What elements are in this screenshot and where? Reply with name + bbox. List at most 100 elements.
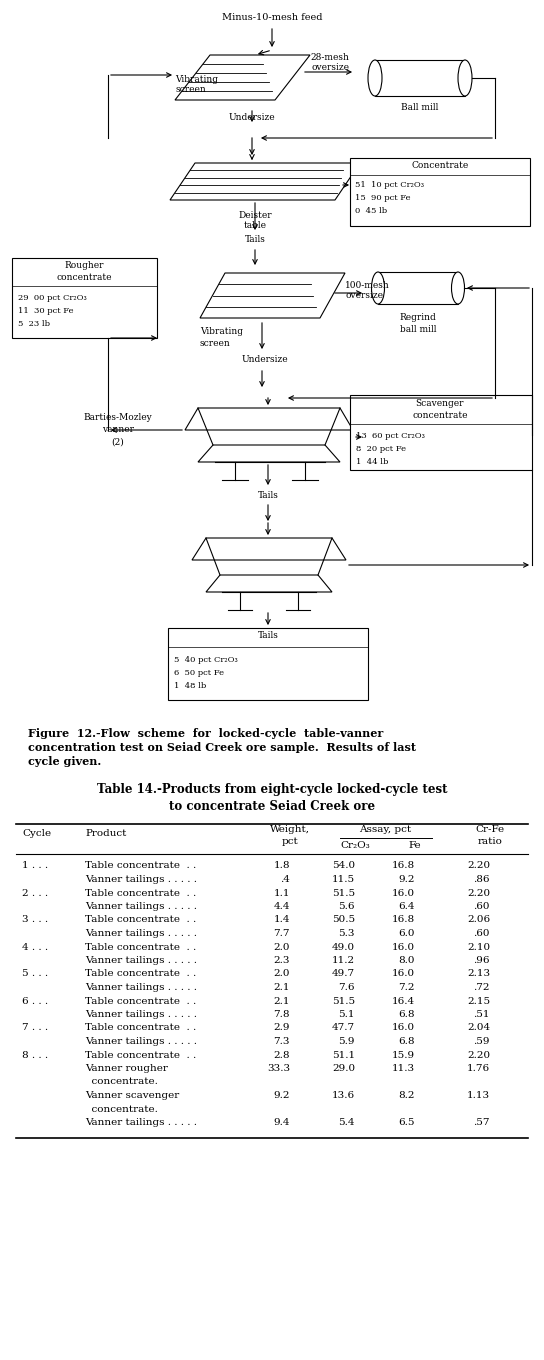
Text: Vanner tailings . . . . .: Vanner tailings . . . . . xyxy=(85,1118,197,1127)
Text: Assay, pct: Assay, pct xyxy=(359,826,411,835)
Text: 16.0: 16.0 xyxy=(392,1024,415,1032)
Text: Scavenger: Scavenger xyxy=(416,398,464,408)
Text: 54.0: 54.0 xyxy=(332,861,355,870)
Text: 2.0: 2.0 xyxy=(274,942,290,952)
Ellipse shape xyxy=(452,272,465,305)
Text: ratio: ratio xyxy=(478,838,503,846)
Text: 15  90 pct Fe: 15 90 pct Fe xyxy=(355,194,411,203)
Text: concentrate: concentrate xyxy=(412,411,468,419)
Text: 47.7: 47.7 xyxy=(332,1024,355,1032)
Text: 16.0: 16.0 xyxy=(392,970,415,978)
Text: concentration test on Seiad Creek ore sample.  Results of last: concentration test on Seiad Creek ore sa… xyxy=(28,743,416,753)
Text: concentrate: concentrate xyxy=(56,272,112,282)
Text: .60: .60 xyxy=(473,902,490,911)
Text: 13  60 pct Cr₂O₃: 13 60 pct Cr₂O₃ xyxy=(356,432,425,441)
Text: 5.6: 5.6 xyxy=(338,902,355,911)
Text: Vanner tailings . . . . .: Vanner tailings . . . . . xyxy=(85,1010,197,1019)
Text: 1.8: 1.8 xyxy=(274,861,290,870)
Text: 2.1: 2.1 xyxy=(274,983,290,991)
Text: 5.3: 5.3 xyxy=(338,929,355,938)
Text: 11.5: 11.5 xyxy=(332,874,355,884)
Text: 9.2: 9.2 xyxy=(399,874,415,884)
Text: 13.6: 13.6 xyxy=(332,1091,355,1100)
Text: screen: screen xyxy=(175,86,206,94)
Text: 7.2: 7.2 xyxy=(399,983,415,991)
Text: .4: .4 xyxy=(280,874,290,884)
Text: 2.0: 2.0 xyxy=(274,970,290,978)
Text: 9.2: 9.2 xyxy=(274,1091,290,1100)
Text: 8.2: 8.2 xyxy=(399,1091,415,1100)
Text: Table concentrate  . .: Table concentrate . . xyxy=(85,1050,196,1059)
Text: Barties-Mozley: Barties-Mozley xyxy=(84,413,152,423)
Text: oversize: oversize xyxy=(311,64,349,72)
Text: screen: screen xyxy=(200,339,231,348)
Text: 49.0: 49.0 xyxy=(332,942,355,952)
Text: 1.4: 1.4 xyxy=(274,915,290,925)
Text: oversize: oversize xyxy=(345,291,383,301)
Bar xyxy=(350,394,532,471)
Text: 2.04: 2.04 xyxy=(467,1024,490,1032)
Text: Tails: Tails xyxy=(257,491,279,499)
Text: Table concentrate  . .: Table concentrate . . xyxy=(85,861,196,870)
Text: 11.3: 11.3 xyxy=(392,1064,415,1073)
Text: 2.10: 2.10 xyxy=(467,942,490,952)
Text: .72: .72 xyxy=(473,983,490,991)
Text: 5 . . .: 5 . . . xyxy=(22,970,48,978)
Text: 49.7: 49.7 xyxy=(332,970,355,978)
Text: 6.8: 6.8 xyxy=(399,1010,415,1019)
Text: 4.4: 4.4 xyxy=(274,902,290,911)
Text: 8 . . .: 8 . . . xyxy=(22,1050,48,1059)
Text: Cycle: Cycle xyxy=(22,830,51,839)
Text: Vanner tailings . . . . .: Vanner tailings . . . . . xyxy=(85,902,197,911)
Text: 7.8: 7.8 xyxy=(274,1010,290,1019)
Text: 16.0: 16.0 xyxy=(392,942,415,952)
Text: 5.1: 5.1 xyxy=(338,1010,355,1019)
Text: 29.0: 29.0 xyxy=(332,1064,355,1073)
Text: 16.8: 16.8 xyxy=(392,861,415,870)
Text: 29  00 pct Cr₂O₃: 29 00 pct Cr₂O₃ xyxy=(18,294,86,302)
Text: 11  30 pct Fe: 11 30 pct Fe xyxy=(18,307,73,316)
Text: Vanner tailings . . . . .: Vanner tailings . . . . . xyxy=(85,874,197,884)
Text: 2 . . .: 2 . . . xyxy=(22,888,48,898)
Text: .96: .96 xyxy=(473,956,490,966)
Bar xyxy=(168,628,368,700)
Text: 7.7: 7.7 xyxy=(274,929,290,938)
Text: 6  50 pct Fe: 6 50 pct Fe xyxy=(174,669,224,677)
Text: table: table xyxy=(244,222,267,230)
Text: Weight,: Weight, xyxy=(270,826,310,835)
Text: Ball mill: Ball mill xyxy=(401,103,438,113)
Text: 28-mesh: 28-mesh xyxy=(311,53,349,63)
Text: 6 . . .: 6 . . . xyxy=(22,997,48,1005)
Text: 7.3: 7.3 xyxy=(274,1036,290,1046)
Text: .57: .57 xyxy=(473,1118,490,1127)
Text: Vanner tailings . . . . .: Vanner tailings . . . . . xyxy=(85,929,197,938)
Text: 16.8: 16.8 xyxy=(392,915,415,925)
Text: ball mill: ball mill xyxy=(400,325,436,333)
Text: (2): (2) xyxy=(112,438,125,446)
Text: 6.0: 6.0 xyxy=(399,929,415,938)
Text: 3 . . .: 3 . . . xyxy=(22,915,48,925)
Text: Table concentrate  . .: Table concentrate . . xyxy=(85,915,196,925)
Text: Figure  12.-Flow  scheme  for  locked-cycle  table-vanner: Figure 12.-Flow scheme for locked-cycle … xyxy=(28,728,384,738)
Text: 2.06: 2.06 xyxy=(467,915,490,925)
Ellipse shape xyxy=(372,272,385,305)
Text: 1  44 lb: 1 44 lb xyxy=(356,458,388,466)
Text: Product: Product xyxy=(85,830,126,839)
Text: .59: .59 xyxy=(473,1036,490,1046)
Text: 51  10 pct Cr₂O₃: 51 10 pct Cr₂O₃ xyxy=(355,181,424,189)
Text: Regrind: Regrind xyxy=(400,314,436,322)
Text: 5  23 lb: 5 23 lb xyxy=(18,320,50,328)
Text: Table concentrate  . .: Table concentrate . . xyxy=(85,970,196,978)
Text: Tails: Tails xyxy=(257,631,279,641)
Text: .60: .60 xyxy=(473,929,490,938)
Text: 5  40 pct Cr₂O₃: 5 40 pct Cr₂O₃ xyxy=(174,656,238,664)
Text: 2.8: 2.8 xyxy=(274,1050,290,1059)
Text: 6.4: 6.4 xyxy=(399,902,415,911)
Text: Vanner rougher: Vanner rougher xyxy=(85,1064,168,1073)
Text: 5.9: 5.9 xyxy=(338,1036,355,1046)
Text: Table concentrate  . .: Table concentrate . . xyxy=(85,942,196,952)
Ellipse shape xyxy=(458,60,472,97)
Text: 2.20: 2.20 xyxy=(467,888,490,898)
Text: concentrate.: concentrate. xyxy=(85,1077,158,1087)
Text: 51.1: 51.1 xyxy=(332,1050,355,1059)
